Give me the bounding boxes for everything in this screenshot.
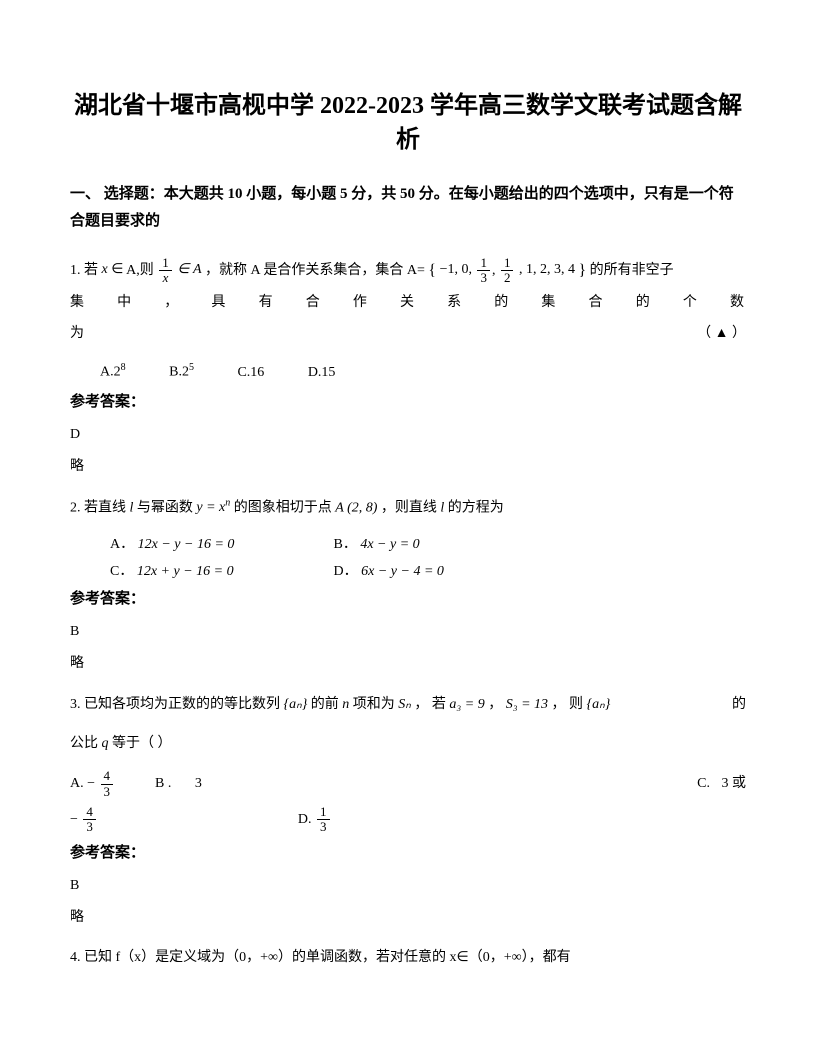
q2-options: A． 12x − y − 16 = 0 B． 4x − y = 0 C． 12x… — [70, 534, 746, 583]
question-4: 4. 已知 f（x）是定义域为（0，+∞）的单调函数，若对任意的 x∈（0，+∞… — [70, 943, 746, 974]
q3-answer: B — [70, 875, 746, 897]
frac-1-3-d: 1 3 — [317, 805, 330, 835]
q1-answer: D — [70, 424, 746, 446]
frac-neg-4-3-c: 4 3 — [83, 805, 96, 835]
q3-optC: C. 3 或 — [697, 773, 746, 795]
math-l-2: l — [440, 500, 444, 515]
q2-brief: 略 — [70, 653, 746, 675]
q1-line3-right: （ ▲ ） — [697, 319, 746, 350]
math-q: q — [102, 736, 109, 751]
q3-options-row1: A. − 4 3 B . 3 C. 3 或 — [70, 769, 746, 799]
math-a3: a₃ = 9 — [449, 697, 484, 712]
math-in: ∈ — [111, 262, 123, 277]
q1-suffix: 的所有非空子 — [590, 263, 674, 278]
q3-brief: 略 — [70, 907, 746, 929]
q3-optB: B . 3 — [115, 773, 697, 795]
q3-optA: A. − 4 3 — [70, 769, 115, 799]
math-in-A: ∈ A — [177, 262, 201, 277]
set-rest: , 1, 2, 3, 4 — [519, 262, 575, 277]
q2-optA: A． 12x − y − 16 = 0 — [110, 534, 330, 556]
q2-answer: B — [70, 621, 746, 643]
page-title: 湖北省十堰市高枧中学 2022-2023 学年高三数学文联考试题含解析 — [70, 90, 746, 157]
math-l-1: l — [130, 500, 134, 515]
section-header: 一、 选择题：本大题共 10 小题，每小题 5 分，共 50 分。在每小题给出的… — [70, 181, 746, 235]
q3-options-row2: − 4 3 D. 1 3 — [70, 805, 746, 835]
q3-optC-frac: − 4 3 — [70, 805, 98, 835]
q1-prefix: 1. 若 — [70, 263, 98, 278]
q1-options: A.28 B.25 C.16 D.15 — [70, 360, 746, 384]
question-3: 3. 已知各项均为正数的的等比数列 {aₙ} 的前 n 项和为 Sₙ ， 若 a… — [70, 690, 746, 760]
frac-1-3: 1 3 — [477, 256, 490, 286]
q1-mid1: A,则 — [126, 263, 154, 278]
q1-mid2: ，就称 A 是合作关系集合，集合 A= — [205, 263, 425, 278]
q1-line3-left: 为 — [70, 319, 84, 350]
q1-line2: 集中，具有合作关系的集合的个数 — [70, 288, 746, 319]
math-x: x — [102, 262, 108, 277]
q1-optA: A.28 — [100, 360, 126, 384]
math-n: n — [342, 697, 349, 712]
frac-neg-4-3-a: 4 3 — [101, 769, 114, 799]
question-1: 1. 若 x ∈ A,则 1 x ∈ A ，就称 A 是合作关系集合，集合 A=… — [70, 253, 746, 350]
set-open: { — [428, 253, 436, 288]
question-2: 2. 若直线 l 与幂函数 y = xn 的图象相切于点 A (2, 8) ，则… — [70, 493, 746, 524]
math-point-A: A (2, 8) — [335, 500, 377, 515]
set-close: } — [578, 253, 586, 288]
math-an-2: {aₙ} — [587, 697, 611, 712]
math-S3: S₃ = 13 — [506, 697, 548, 712]
math-Sn: Sₙ — [398, 697, 411, 712]
q2-optD: D． 6x − y − 4 = 0 — [334, 561, 554, 583]
frac-1-2: 1 2 — [501, 256, 514, 286]
q1-brief: 略 — [70, 456, 746, 478]
q1-answer-label: 参考答案： — [70, 390, 746, 414]
q1-optB: B.25 — [169, 360, 194, 384]
set-elems: −1, 0, — [440, 262, 472, 277]
math-y-xn: y = xn — [196, 500, 233, 515]
q3-answer-label: 参考答案： — [70, 841, 746, 865]
q1-optD: D.15 — [308, 362, 336, 384]
frac-1-x: 1 x — [159, 256, 172, 286]
q2-answer-label: 参考答案： — [70, 587, 746, 611]
q3-optD: D. 1 3 — [298, 805, 332, 835]
q2-optC: C． 12x + y − 16 = 0 — [110, 561, 330, 583]
q2-optB: B． 4x − y = 0 — [334, 534, 554, 556]
q1-optC: C.16 — [237, 362, 264, 384]
math-an-1: {aₙ} — [284, 697, 308, 712]
